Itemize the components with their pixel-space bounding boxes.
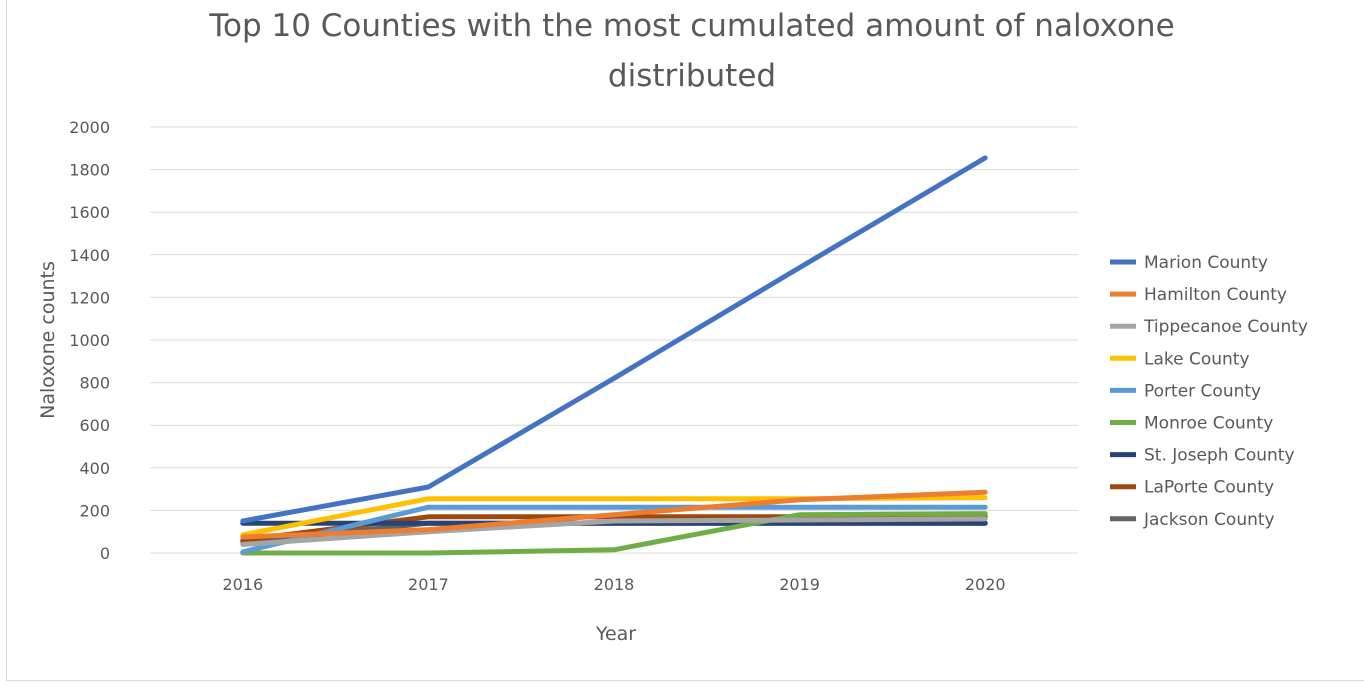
legend-label: Porter County: [1144, 381, 1261, 401]
series-line-hamilton-county: [240, 489, 988, 540]
x-axis-ticks: 2016 2017 2018 2019 2020: [222, 575, 1005, 594]
x-tick-label: 2017: [408, 575, 449, 594]
series-lines: [240, 155, 988, 556]
y-tick-label: 2000: [69, 118, 110, 137]
series-line-monroe-county: [240, 511, 988, 556]
legend-label: Lake County: [1144, 349, 1250, 369]
x-tick-label: 2018: [594, 575, 635, 594]
y-tick-label: 800: [79, 374, 110, 393]
x-tick-label: 2019: [779, 575, 820, 594]
y-tick-label: 0: [100, 544, 110, 563]
legend: Marion County Hamilton County Tippecanoe C…: [1110, 253, 1308, 530]
gridlines: [150, 126, 1078, 554]
y-tick-label: 1800: [69, 161, 110, 180]
legend-label: Hamilton County: [1144, 285, 1287, 305]
y-tick-label: 1000: [69, 331, 110, 350]
y-axis-ticks: 0 200 400 600 800 1000 1200 1400 1600 1800 2000: [69, 118, 110, 563]
series-line-marion-county: [240, 155, 988, 524]
x-axis-title: Year: [595, 623, 636, 645]
legend-label: LaPorte County: [1144, 478, 1274, 498]
series-line-porter-county: [240, 504, 988, 555]
y-tick-label: 1200: [69, 288, 110, 307]
y-tick-label: 200: [79, 501, 110, 520]
series-line-tippecanoe-county: [240, 516, 988, 547]
y-tick-label: 1600: [69, 203, 110, 222]
legend-label: St. Joseph County: [1144, 446, 1295, 466]
y-tick-label: 600: [79, 416, 110, 435]
x-tick-label: 2016: [222, 575, 263, 594]
legend-label: Monroe County: [1144, 414, 1273, 434]
y-tick-label: 400: [79, 459, 110, 478]
legend-label: Marion County: [1144, 253, 1268, 273]
chart-title: Top 10 Counties with the most cumulated …: [208, 8, 1174, 94]
legend-label: Tippecanoe County: [1143, 317, 1308, 337]
legend-label: Jackson County: [1143, 510, 1275, 530]
y-tick-label: 1400: [69, 246, 110, 265]
chart-title-line-1: Top 10 Counties with the most cumulated …: [208, 8, 1174, 44]
chart-title-line-2: distributed: [608, 58, 776, 94]
y-axis-title: Naloxone counts: [37, 261, 59, 419]
x-tick-label: 2020: [965, 575, 1006, 594]
